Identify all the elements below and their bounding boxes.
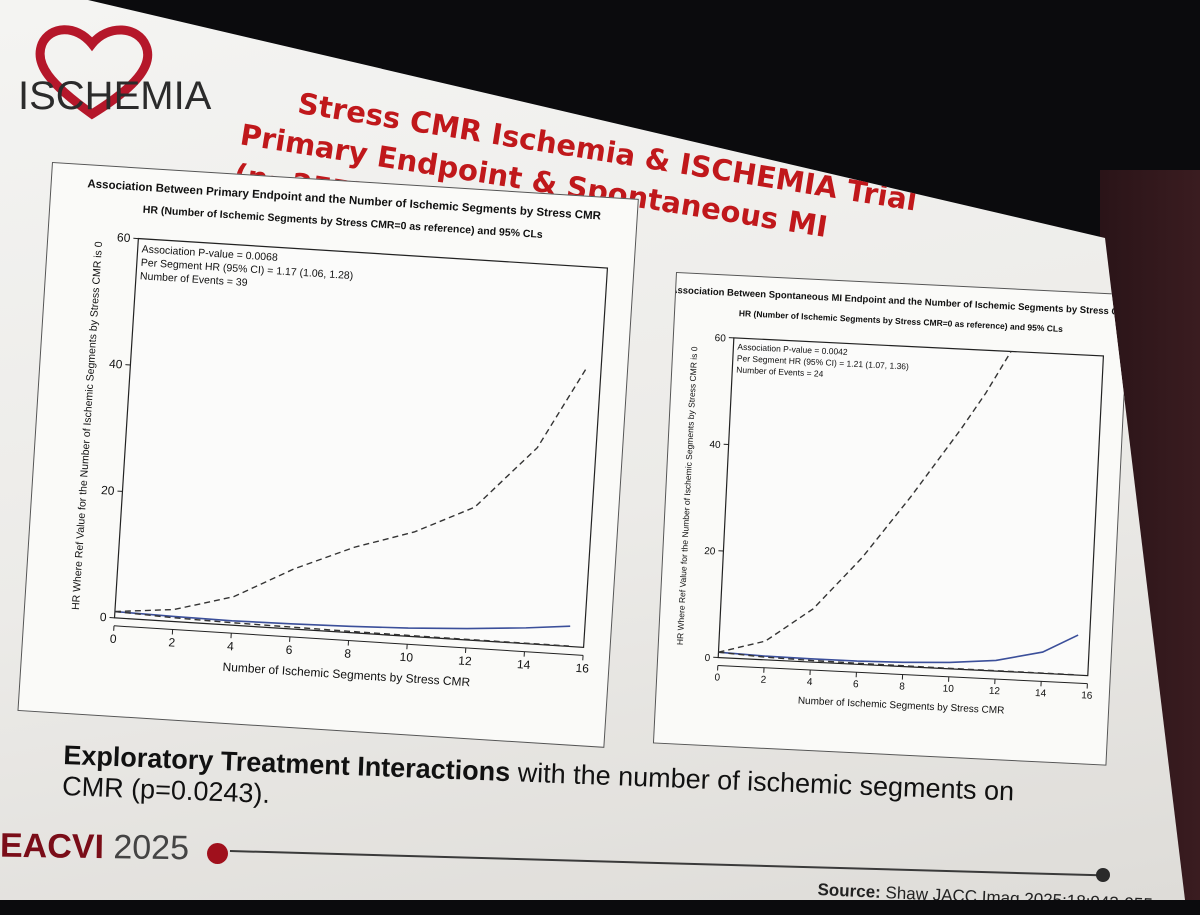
- y-tick-label: 0: [704, 653, 711, 664]
- y-tick-label: 60: [714, 333, 726, 345]
- plot-area: [718, 338, 1103, 676]
- logo-text: ISCHEMIA: [18, 74, 211, 119]
- conference-logo: EACVI 2025: [0, 827, 189, 869]
- x-axis-label: Number of Ischemic Segments by Stress CM…: [798, 695, 1005, 716]
- y-tick-label: 0: [99, 610, 107, 624]
- x-tick-label: 8: [344, 646, 352, 660]
- x-tick-label: 4: [807, 677, 814, 688]
- conference-name: EACVI: [0, 827, 104, 866]
- y-tick-label: 60: [117, 230, 132, 245]
- conference-dot-icon: [207, 843, 228, 864]
- x-tick-label: 12: [458, 654, 473, 669]
- x-tick-label: 12: [989, 686, 1001, 698]
- y-tick-label: 40: [109, 357, 124, 372]
- y-axis-label: HR Where Ref Value for the Number of Isc…: [70, 241, 105, 610]
- y-tick-label: 20: [704, 546, 716, 558]
- chart-panel-primary-endpoint: Association Between Primary Endpoint and…: [17, 162, 638, 748]
- footer-divider: [230, 850, 1100, 876]
- conference-year: 2025: [113, 828, 189, 867]
- x-tick-label: 10: [399, 650, 414, 665]
- x-tick-label: 4: [227, 639, 235, 653]
- ischemia-logo: ISCHEMIA: [14, 22, 234, 122]
- y-axis-label: HR Where Ref Value for the Number of Isc…: [675, 346, 700, 645]
- source-text: Shaw JACC Imag 2025;18:943-955: [880, 883, 1153, 914]
- x-tick-label: 2: [168, 635, 176, 649]
- y-tick-label: 20: [101, 483, 116, 498]
- x-tick-label: 0: [109, 632, 117, 646]
- x-tick-label: 0: [714, 672, 721, 683]
- chart-primary-endpoint: Association Between Primary Endpoint and…: [19, 163, 638, 747]
- x-tick-label: 16: [1081, 690, 1093, 702]
- x-tick-label: 6: [853, 679, 860, 690]
- chart-spontaneous-mi: Association Between Spontaneous MI Endpo…: [654, 273, 1128, 765]
- source-label: Source:: [817, 880, 881, 902]
- x-axis-label: Number of Ischemic Segments by Stress CM…: [222, 660, 471, 690]
- footer-end-dot-icon: [1096, 868, 1110, 882]
- x-tick-label: 14: [1035, 688, 1047, 700]
- x-tick-label: 2: [760, 675, 767, 686]
- plot-area: [115, 239, 608, 648]
- source-citation: Source: Shaw JACC Imag 2025;18:943-955: [817, 880, 1153, 915]
- x-tick-label: 16: [575, 661, 590, 676]
- x-tick-label: 14: [517, 657, 532, 672]
- x-tick-label: 10: [942, 684, 954, 696]
- x-tick-label: 8: [899, 681, 906, 692]
- chart-panel-spontaneous-mi: Association Between Spontaneous MI Endpo…: [653, 272, 1130, 766]
- y-tick-label: 40: [709, 440, 721, 452]
- x-tick-label: 6: [285, 643, 293, 657]
